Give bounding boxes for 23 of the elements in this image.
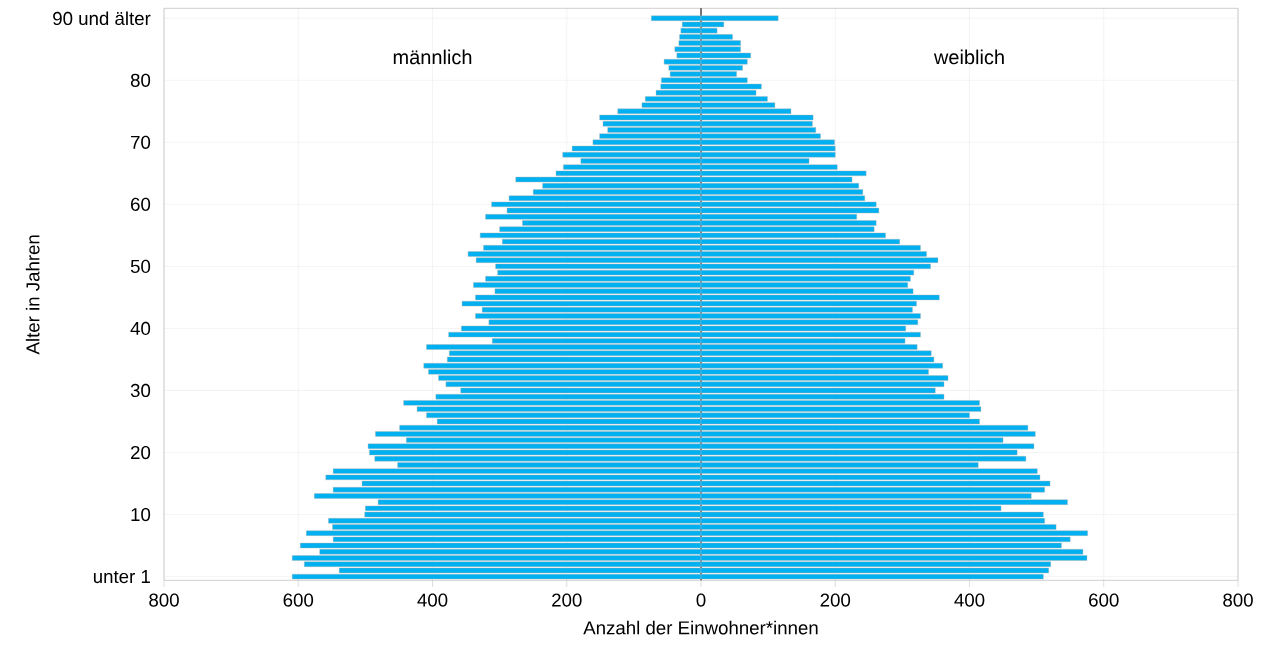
y-tick-label: 20 [131, 445, 151, 460]
y-tick-label: 50 [130, 259, 151, 274]
y-tick-label: 70 [131, 135, 151, 149]
y-tick-label: 80 [130, 73, 151, 87]
x-tick-label: 200 [820, 593, 851, 607]
x-tick-label: 800 [1223, 593, 1253, 607]
x-tick-label: 0 [696, 593, 706, 607]
x-axis-title: Anzahl der Einwohner*innen [583, 620, 818, 635]
x-tick-label: 400 [417, 593, 448, 607]
y-tick-label: 40 [130, 321, 151, 336]
annotation: männlich [393, 49, 472, 65]
y-tick-label: 90 und älter [53, 11, 151, 26]
y-tick-label: 10 [131, 507, 151, 522]
annotation: weiblich [933, 49, 1004, 65]
x-tick-label: 800 [149, 593, 179, 607]
y-axis-title: Alter in Jahren [25, 235, 40, 355]
x-tick-label: 600 [1089, 593, 1119, 607]
y-tick-label: 30 [130, 383, 151, 398]
x-tick-label: 200 [552, 593, 582, 607]
y-tick-label: 60 [131, 197, 151, 211]
x-tick-label: 600 [283, 593, 314, 607]
x-tick-label: 400 [954, 593, 985, 607]
y-tick-label: unter 1 [93, 570, 150, 584]
